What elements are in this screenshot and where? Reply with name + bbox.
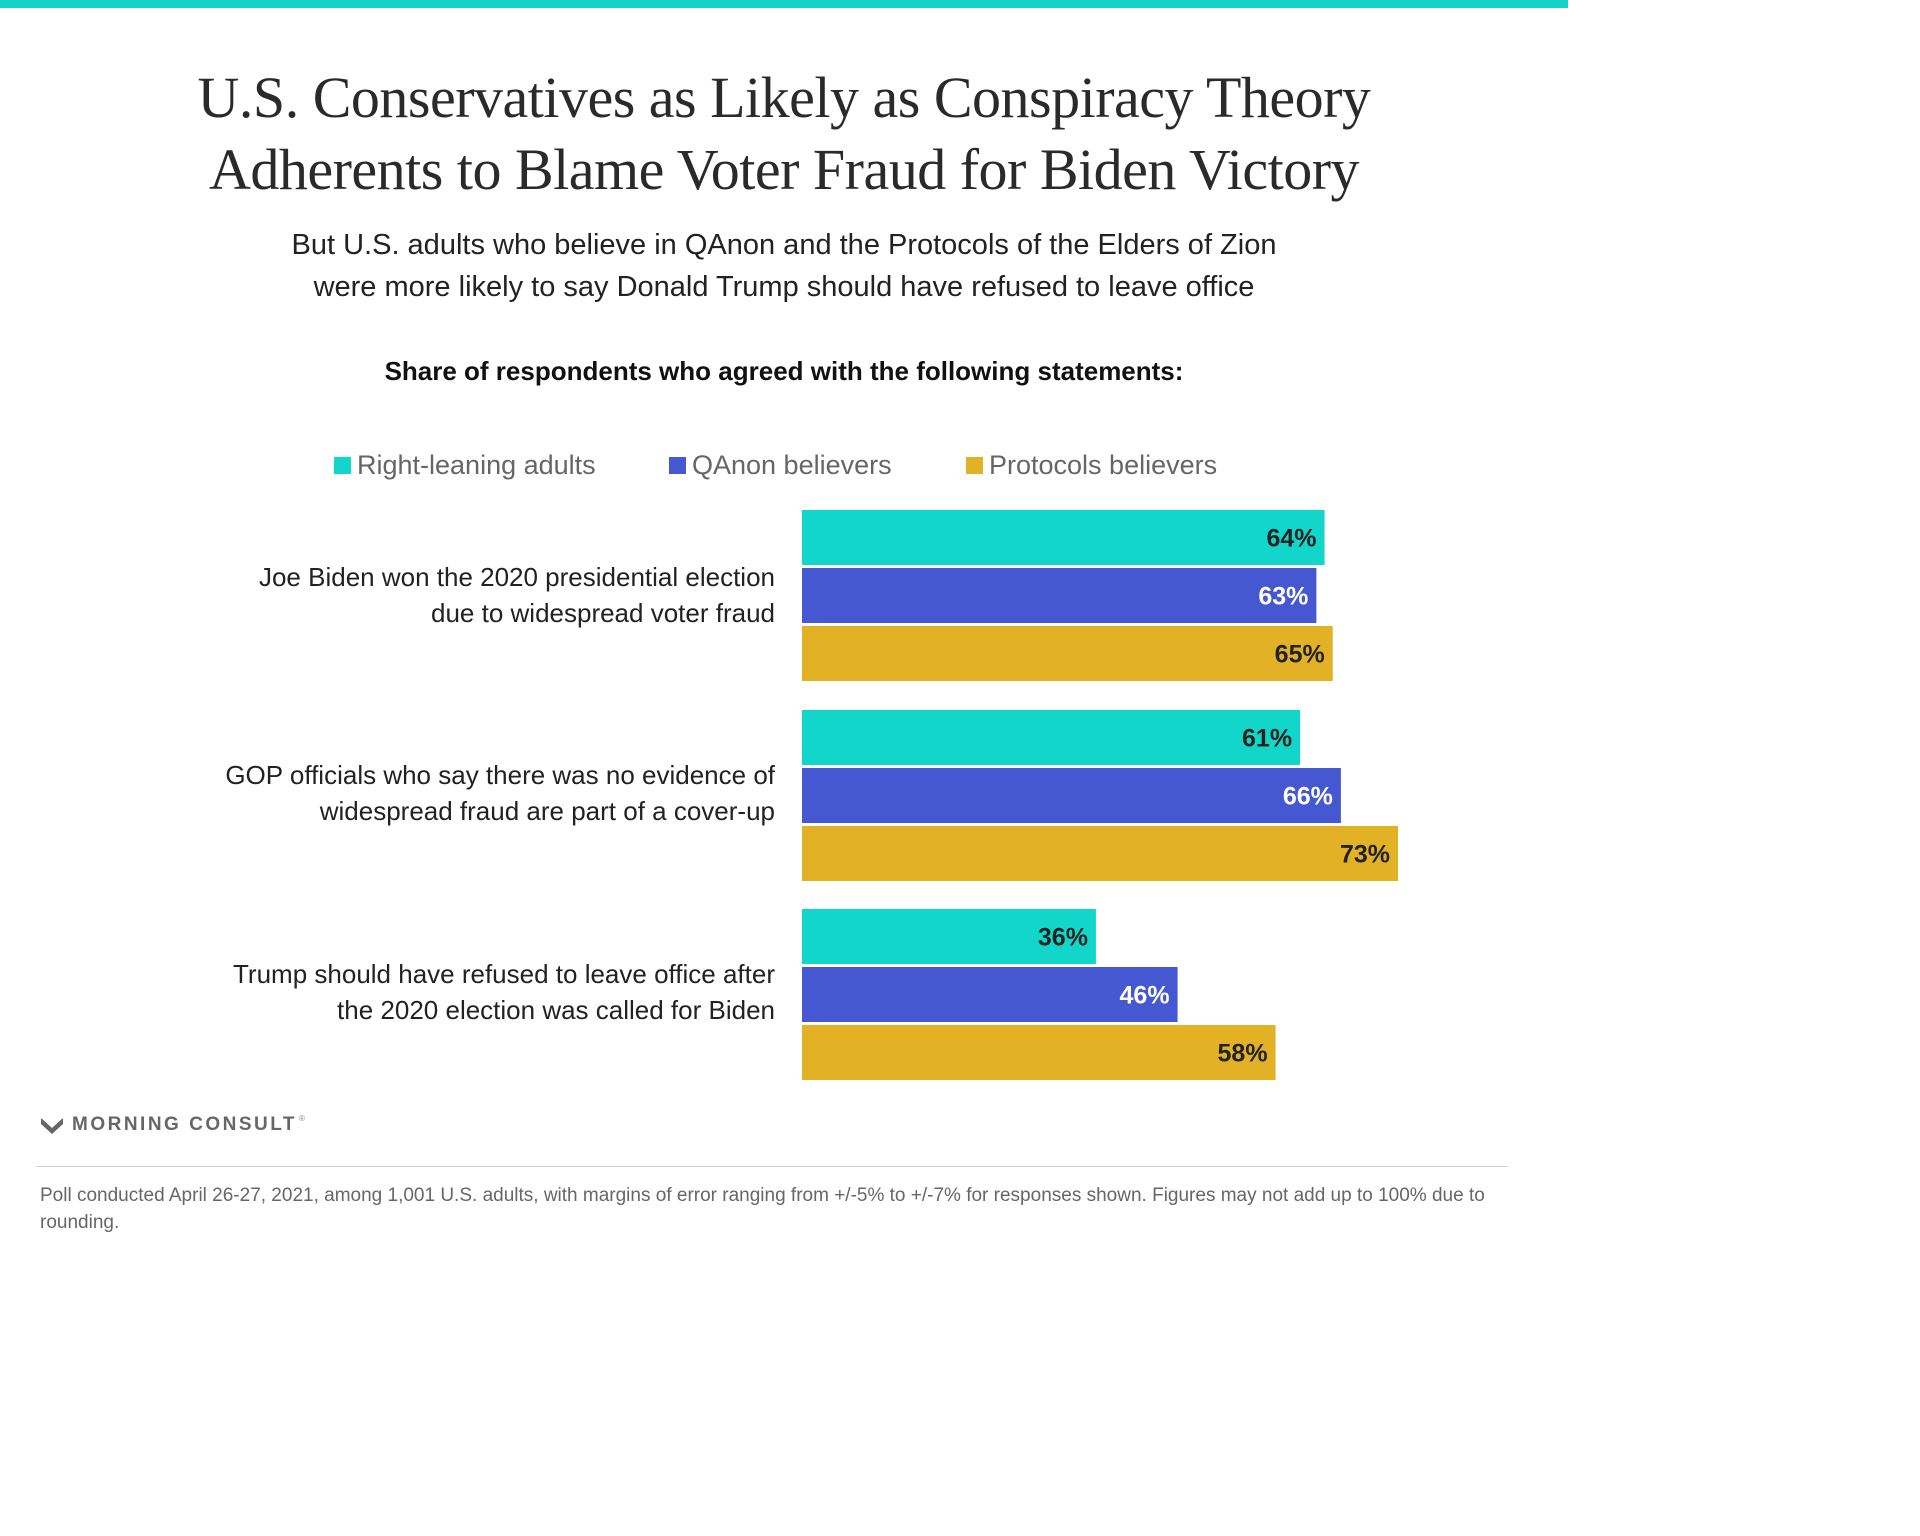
legend-swatch — [966, 457, 983, 474]
legend-label: Protocols believers — [989, 450, 1218, 480]
bar-protocols-believers-0 — [802, 626, 1333, 681]
bar-qanon-believers-0 — [802, 568, 1317, 623]
footnote: Poll conducted April 26-27, 2021, among … — [40, 1185, 1485, 1233]
brand-name: MORNING CONSULT — [72, 1114, 298, 1135]
data-label: 36% — [1038, 924, 1088, 952]
title-line: U.S. Conservatives as Likely as Conspira… — [197, 65, 1371, 130]
bar-right-leaning-adults-1 — [802, 710, 1301, 765]
data-label: 46% — [1120, 982, 1170, 1010]
bar-qanon-believers-2 — [802, 967, 1178, 1022]
bar-right-leaning-adults-2 — [802, 909, 1096, 964]
top-accent-bar — [0, 0, 1568, 8]
chart-heading: Share of respondents who agreed with the… — [384, 356, 1184, 386]
category-label-line: Trump should have refused to leave offic… — [233, 959, 775, 989]
legend-swatch — [334, 457, 351, 474]
morning-consult-logo-icon — [41, 1118, 63, 1134]
data-label: 58% — [1218, 1040, 1268, 1068]
data-label: 63% — [1258, 583, 1308, 611]
category-label-line: due to widespread voter fraud — [431, 598, 775, 628]
bar-protocols-believers-1 — [802, 826, 1399, 881]
subtitle-line: were more likely to say Donald Trump sho… — [313, 271, 1255, 303]
legend-swatch — [669, 457, 686, 474]
legend: Right-leaning adults QAnon believers Pro… — [0, 450, 1568, 486]
category-label-line: widespread fraud are part of a cover-up — [319, 796, 775, 826]
legend-label: Right-leaning adults — [357, 450, 596, 480]
data-label: 66% — [1283, 783, 1333, 811]
category-label-line: Joe Biden won the 2020 presidential elec… — [258, 562, 775, 592]
chart-title: U.S. Conservatives as Likely as Conspira… — [0, 62, 1568, 206]
subtitle-line: But U.S. adults who believe in QAnon and… — [291, 229, 1277, 261]
legend-item-protocols: Protocols believers — [966, 450, 1217, 481]
category-label: GOP officials who say there was no evide… — [75, 757, 775, 829]
legend-item-right-leaning: Right-leaning adults — [334, 450, 596, 481]
legend-label: QAnon believers — [692, 450, 892, 480]
data-label: 65% — [1275, 641, 1325, 669]
data-label: 64% — [1267, 525, 1317, 553]
bar-protocols-believers-2 — [802, 1025, 1276, 1080]
bar-qanon-believers-1 — [802, 768, 1341, 823]
legend-item-qanon: QAnon believers — [669, 450, 892, 481]
footer-divider — [36, 1166, 1508, 1167]
registered-mark: ® — [299, 1114, 305, 1123]
category-label-line: the 2020 election was called for Biden — [337, 995, 775, 1025]
bar-plot: 64% 63% 65% 61% 66% 73% 36% 46% 58% — [802, 510, 1399, 1080]
data-label: 73% — [1340, 841, 1390, 869]
category-label-line: GOP officials who say there was no evide… — [225, 760, 775, 790]
category-label: Trump should have refused to leave offic… — [75, 956, 775, 1028]
chart-subtitle: But U.S. adults who believe in QAnon and… — [0, 224, 1568, 308]
category-label: Joe Biden won the 2020 presidential elec… — [75, 559, 775, 631]
title-line: Adherents to Blame Voter Fraud for Biden… — [208, 137, 1360, 202]
brand-logo: MORNING CONSULT ® — [40, 1114, 305, 1136]
data-label: 61% — [1242, 725, 1292, 753]
bar-right-leaning-adults-0 — [802, 510, 1325, 565]
